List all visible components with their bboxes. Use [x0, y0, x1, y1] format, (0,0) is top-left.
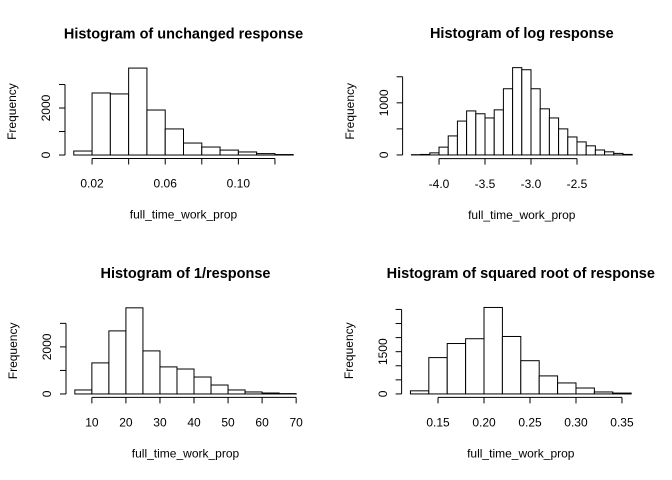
x-tick-label: 0.25	[518, 416, 542, 430]
y-tick-label: 0	[377, 151, 391, 158]
bar	[193, 376, 212, 395]
x-tick-label: 0.10	[227, 177, 251, 191]
bar	[201, 146, 221, 156]
bar	[438, 146, 449, 156]
bar	[539, 108, 550, 156]
bar	[557, 382, 577, 395]
bar	[594, 149, 606, 156]
bar	[210, 384, 229, 395]
y-tick-label: 2000	[39, 94, 53, 121]
bar	[125, 307, 144, 395]
bar	[613, 152, 624, 156]
x-tick-label: 0.06	[154, 177, 178, 191]
bar	[456, 120, 468, 156]
bar	[429, 152, 440, 156]
y-tick-label: 0	[39, 151, 53, 158]
bar	[530, 88, 541, 156]
bar	[567, 136, 578, 156]
y-axis-label: Frequency	[342, 322, 356, 379]
x-tick-label: 10	[85, 416, 99, 430]
x-tick-label: 0.30	[564, 416, 588, 430]
bar	[483, 306, 503, 395]
bar	[446, 343, 467, 395]
x-tick-label: -2.5	[567, 177, 588, 191]
bar	[176, 368, 195, 395]
y-tick-label: 0	[376, 390, 390, 397]
bar	[428, 357, 448, 395]
bar	[108, 330, 127, 395]
y-axis-label: Frequency	[6, 323, 20, 380]
bar	[183, 142, 203, 156]
bar	[244, 391, 263, 395]
bar	[604, 151, 615, 156]
x-tick-label: 20	[119, 416, 133, 430]
bar	[538, 375, 559, 395]
bar	[237, 151, 258, 156]
chart-title: Histogram of squared root of response	[387, 266, 655, 282]
bar	[91, 92, 111, 156]
y-tick-label: 1000	[377, 89, 391, 116]
y-tick-label: 2000	[40, 333, 54, 360]
bar	[256, 153, 276, 156]
x-tick-label: 0.35	[610, 416, 634, 430]
bar	[512, 67, 523, 156]
bar	[520, 360, 540, 395]
bar	[159, 366, 178, 395]
x-axis-label: full_time_work_prop	[467, 447, 575, 461]
bar	[465, 338, 485, 395]
x-tick-label: 70	[289, 416, 303, 430]
bar	[593, 391, 614, 395]
bar	[558, 128, 569, 156]
x-axis-label: full_time_work_prop	[132, 447, 240, 461]
bar	[409, 390, 430, 395]
bar	[219, 149, 239, 156]
x-tick-label: 0.20	[472, 416, 496, 430]
chart-title: Histogram of 1/response	[100, 266, 270, 282]
bar	[585, 145, 596, 156]
bar	[575, 387, 595, 395]
bar	[164, 128, 185, 156]
y-tick-label: 1500	[376, 338, 390, 365]
y-axis-label: Frequency	[5, 83, 19, 140]
x-tick-label: -4.0	[429, 177, 450, 191]
bar	[612, 392, 632, 395]
bar	[227, 389, 246, 395]
bar	[447, 135, 458, 156]
x-tick-label: 0.15	[426, 416, 450, 430]
x-tick-label: 60	[255, 416, 269, 430]
bar	[548, 117, 560, 156]
x-tick-label: 30	[153, 416, 167, 430]
x-axis-label: full_time_work_prop	[130, 208, 238, 222]
bar	[128, 67, 148, 156]
x-tick-label: -3.0	[521, 177, 542, 191]
x-tick-label: 0.02	[80, 177, 104, 191]
bar	[521, 69, 532, 156]
y-axis-label: Frequency	[343, 83, 357, 140]
bar	[475, 113, 486, 156]
bar	[91, 362, 110, 395]
bar	[502, 88, 514, 156]
bar	[146, 109, 166, 156]
x-tick-label: -3.5	[475, 177, 496, 191]
x-tick-label: 50	[221, 416, 235, 430]
x-axis-label: full_time_work_prop	[468, 208, 576, 222]
bar	[484, 117, 495, 156]
bar	[142, 350, 161, 395]
bar	[466, 110, 477, 156]
bar	[501, 335, 522, 395]
chart-title: Histogram of log response	[430, 26, 614, 42]
bar	[109, 93, 130, 156]
bar	[74, 389, 93, 395]
bar	[493, 109, 504, 156]
x-tick-label: 40	[187, 416, 201, 430]
bar	[576, 141, 587, 156]
y-tick-label: 0	[40, 390, 54, 397]
bar	[261, 392, 280, 395]
chart-title: Histogram of unchanged response	[64, 26, 303, 42]
bar	[622, 153, 633, 156]
bar	[73, 150, 93, 156]
bar	[420, 153, 431, 156]
